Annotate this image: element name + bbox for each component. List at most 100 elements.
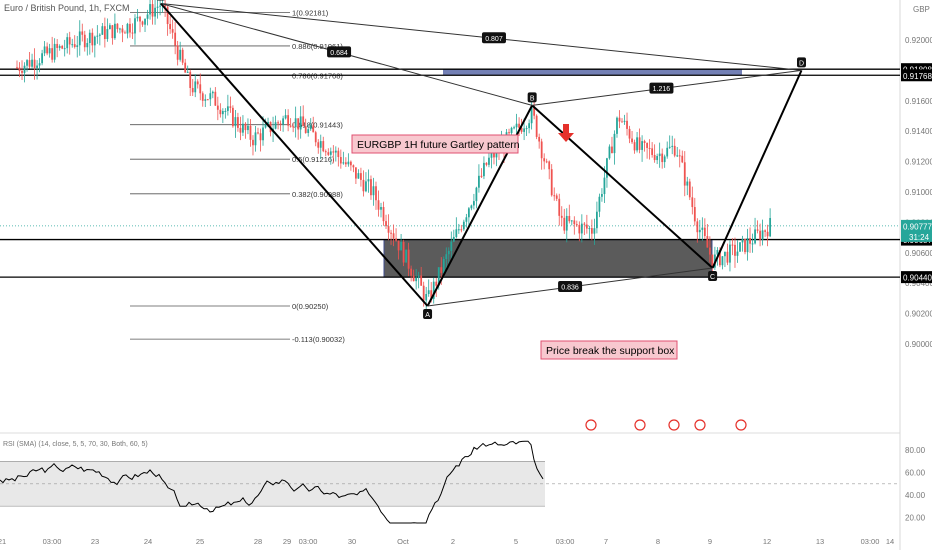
candle-body xyxy=(475,187,478,202)
time-tick-label: 03:00 xyxy=(861,537,880,546)
candle-body xyxy=(375,186,377,201)
candle-body xyxy=(279,123,282,125)
candle-body xyxy=(51,48,54,60)
time-tick-label: 13 xyxy=(816,537,824,546)
candle-body xyxy=(103,26,106,40)
candle-body xyxy=(721,256,724,266)
candle-body xyxy=(38,63,41,66)
candle-body xyxy=(121,28,124,33)
candle-body xyxy=(231,107,234,127)
candle-body xyxy=(711,254,714,268)
candle-body xyxy=(277,122,279,124)
candle-body xyxy=(144,18,146,25)
candle-body xyxy=(380,207,382,210)
candle-body xyxy=(646,142,649,148)
candle-body xyxy=(362,179,365,192)
ratio-badge xyxy=(327,46,352,58)
candle-body xyxy=(234,117,237,127)
candle-body xyxy=(744,238,746,253)
candle-body xyxy=(590,228,593,234)
candle-body xyxy=(136,16,139,19)
candle-body xyxy=(616,117,618,134)
candle-body xyxy=(191,87,194,93)
candle-body xyxy=(696,221,699,233)
candle-body xyxy=(598,196,601,212)
candle-body xyxy=(322,141,325,152)
price-tick-label: 0.90200 xyxy=(905,310,932,319)
candle-body xyxy=(370,179,372,196)
candle-body xyxy=(483,162,485,177)
price-tick-label: 0.90400 xyxy=(905,279,932,288)
candle-body xyxy=(570,220,573,222)
candle-body xyxy=(312,125,315,133)
candle-body xyxy=(460,229,463,231)
candle-body xyxy=(43,46,46,54)
candle-body xyxy=(540,141,543,159)
event-flag-icon xyxy=(735,419,747,431)
price-tick-label: 0.91600 xyxy=(905,97,932,106)
candle-body xyxy=(244,123,247,131)
candle-body xyxy=(31,59,33,67)
candle-body xyxy=(146,14,149,19)
candle-body xyxy=(751,243,754,245)
candle-body xyxy=(608,146,611,159)
fib-label: 0.618(0.91443) xyxy=(292,121,343,130)
price-tick-label: 0.91000 xyxy=(905,188,932,197)
candle-body xyxy=(28,60,31,67)
price-tick-label: 0.91400 xyxy=(905,127,932,136)
candle-body xyxy=(46,46,49,54)
candle-body xyxy=(73,44,76,47)
candle-body xyxy=(352,165,355,168)
candle-body xyxy=(698,229,701,233)
candle-body xyxy=(641,141,643,150)
candle-body xyxy=(309,125,312,130)
candle-body xyxy=(673,145,676,156)
candle-body xyxy=(124,32,126,34)
pattern-point-marker xyxy=(527,92,537,103)
candle-body xyxy=(242,123,244,133)
candle-body xyxy=(643,141,646,143)
candle-body xyxy=(194,81,197,93)
candle-body xyxy=(211,91,214,94)
time-tick-label: 7 xyxy=(604,537,608,546)
candle-body xyxy=(334,150,337,153)
candle-body xyxy=(294,118,297,127)
candle-body xyxy=(16,67,18,69)
candle-body xyxy=(141,21,144,25)
candle-body xyxy=(21,70,23,73)
candle-body xyxy=(530,106,533,124)
candle-body xyxy=(756,229,759,231)
candle-body xyxy=(427,290,430,295)
ratio-label: 0.836 xyxy=(561,285,579,292)
candle-body xyxy=(385,221,387,227)
time-tick-label: 23 xyxy=(91,537,99,546)
candle-body xyxy=(214,91,217,106)
candle-body xyxy=(488,157,490,165)
candle-body xyxy=(332,151,335,153)
candle-body xyxy=(596,211,598,229)
candle-body xyxy=(706,236,709,248)
candle-body xyxy=(360,173,362,180)
candle-body xyxy=(457,229,460,231)
candle-body xyxy=(621,121,623,123)
candle-body xyxy=(76,45,79,47)
candle-body xyxy=(204,99,207,101)
candle-body xyxy=(377,200,380,210)
candle-body xyxy=(179,49,182,60)
ratio-badge xyxy=(558,281,583,292)
candle-body xyxy=(658,153,661,157)
candle-body xyxy=(528,123,531,129)
fib-label: 0.382(0.90988) xyxy=(292,190,343,199)
time-tick-label: 03:00 xyxy=(299,537,318,546)
candle-body xyxy=(229,106,232,108)
candle-body xyxy=(209,93,212,100)
ratio-label: 0.807 xyxy=(485,36,503,43)
candle-body xyxy=(623,120,626,122)
candle-body xyxy=(249,125,252,140)
pattern-point-marker xyxy=(797,57,806,68)
candle-body xyxy=(550,169,553,196)
candle-body xyxy=(450,241,453,251)
candle-body xyxy=(106,29,109,40)
